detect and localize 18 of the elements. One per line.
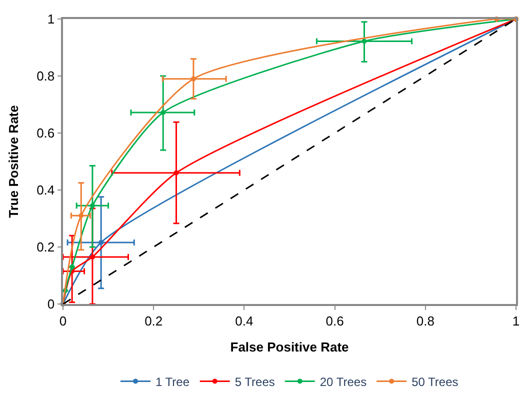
legend-label: 1 Tree <box>156 374 190 389</box>
x-tick-label: 0.8 <box>416 313 434 328</box>
x-tick-label: 0.2 <box>144 313 163 328</box>
legend-label: 50 Trees <box>412 374 458 389</box>
x-tick-label: 0 <box>59 313 67 328</box>
legend-label: 20 Trees <box>320 374 367 389</box>
y-tick-label: 0 <box>47 296 55 312</box>
x-tick-label: 1 <box>512 313 520 328</box>
y-axis-title: True Positive Rate <box>6 105 22 218</box>
x-axis-title: False Positive Rate <box>230 339 349 354</box>
x-tick-label: 0.4 <box>235 313 254 328</box>
x-tick-label: 0.6 <box>326 313 344 328</box>
y-tick-label: 0.4 <box>36 182 55 198</box>
y-tick-label: 0.8 <box>36 68 55 84</box>
y-tick-label: 0.6 <box>36 126 55 141</box>
y-tick-label: 0.2 <box>36 240 55 255</box>
legend-label: 5 Trees <box>234 374 275 389</box>
y-tick-label: 1 <box>47 12 55 27</box>
